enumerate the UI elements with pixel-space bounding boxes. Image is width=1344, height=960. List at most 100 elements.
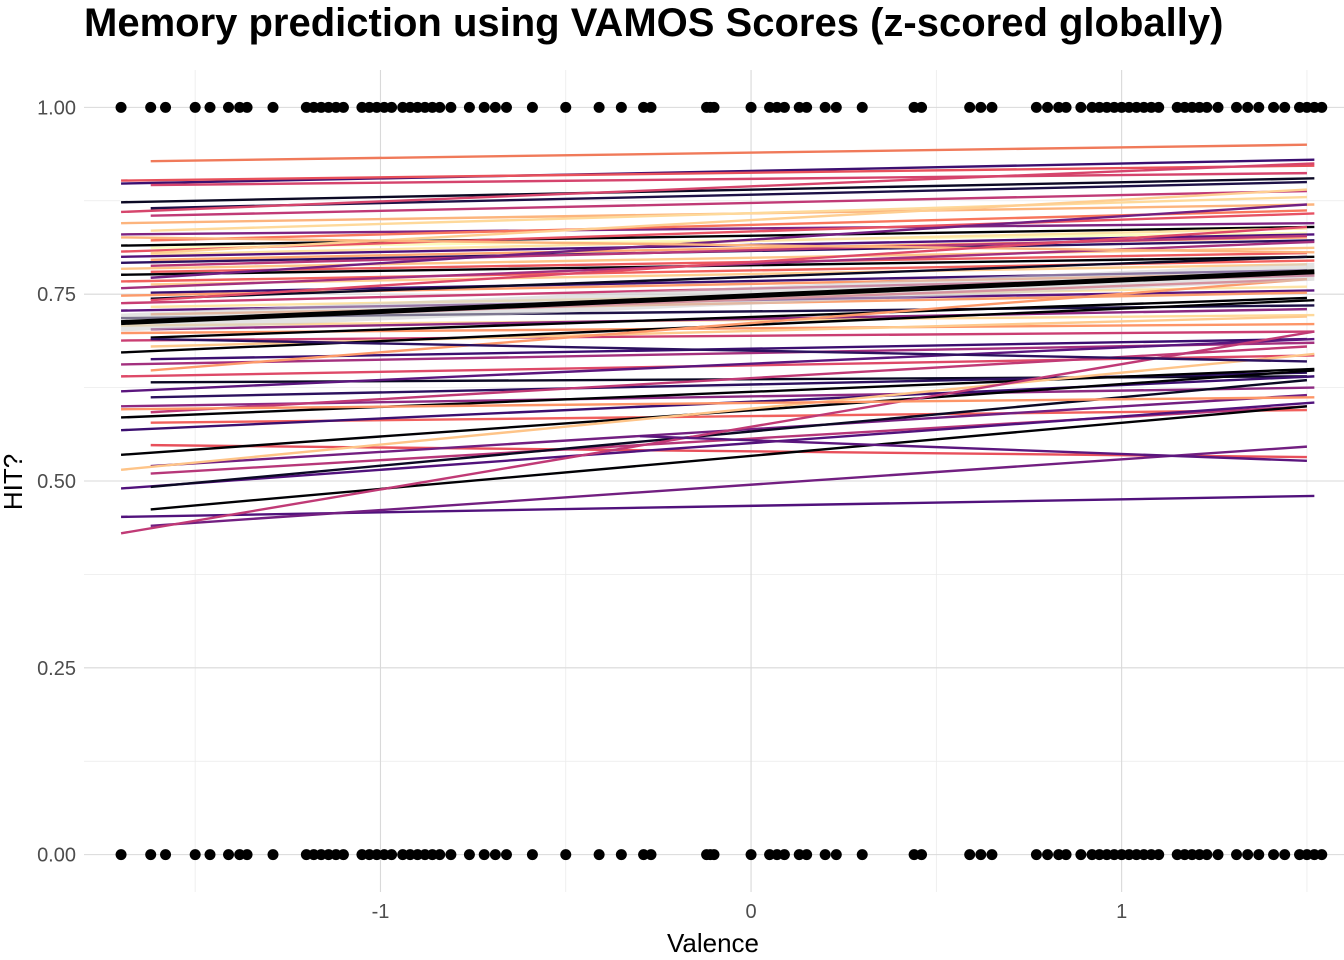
data-point (526, 101, 538, 113)
data-point (1212, 849, 1224, 861)
data-point (1042, 849, 1054, 861)
data-point (1231, 101, 1243, 113)
series-line-3 (121, 164, 1315, 182)
data-point (1030, 101, 1042, 113)
data-point (189, 849, 201, 861)
data-point (1153, 849, 1165, 861)
series-line-2 (121, 158, 1315, 185)
x-tick-label: 0 (745, 901, 756, 923)
data-point (801, 101, 813, 113)
series-line-15 (121, 212, 1315, 253)
x-tick-label: 1 (1116, 901, 1127, 923)
data-point (1153, 101, 1165, 113)
data-point (478, 849, 490, 861)
data-point (916, 849, 928, 861)
series-line-59 (120, 352, 1315, 471)
series-line-30 (150, 255, 1307, 300)
data-point (223, 101, 235, 113)
series-line-42 (150, 315, 1307, 348)
data-point (1042, 101, 1054, 113)
data-point (1253, 101, 1265, 113)
data-point (1231, 849, 1243, 861)
data-point (1060, 849, 1072, 861)
series-line-1 (150, 143, 1307, 163)
series-line-62 (150, 378, 1308, 489)
data-point (1201, 101, 1213, 113)
data-point (615, 101, 627, 113)
chart-title: Memory prediction using VAMOS Scores (z-… (84, 1, 1223, 45)
series-line-49 (121, 337, 1315, 393)
series-line-45 (121, 341, 1315, 366)
data-point (204, 101, 216, 113)
data-point (1075, 101, 1087, 113)
data-point (1201, 849, 1213, 861)
data-point (964, 849, 976, 861)
fit-line (120, 269, 1315, 326)
data-point (856, 849, 868, 861)
y-tick-label: 0.25 (37, 658, 76, 680)
data-point (463, 849, 475, 861)
x-tick-label: -1 (372, 901, 390, 923)
data-point (1268, 101, 1280, 113)
data-point (830, 101, 842, 113)
y-axis-title: HIT? (0, 454, 28, 510)
series-line-67 (639, 434, 1307, 463)
data-point (145, 101, 157, 113)
data-point (801, 849, 813, 861)
series-line-10 (150, 195, 1307, 232)
data-point (1075, 849, 1087, 861)
data-point (500, 849, 512, 861)
y-tick-label: 0.00 (37, 845, 76, 867)
data-point (1242, 101, 1254, 113)
series-line-72 (150, 225, 1308, 302)
data-point (1268, 849, 1280, 861)
series-lines (120, 143, 1315, 535)
data-point (830, 849, 842, 861)
data-point (115, 101, 127, 113)
series-line-69 (121, 396, 1315, 411)
data-point (160, 101, 172, 113)
data-point (434, 101, 446, 113)
data-point (189, 101, 201, 113)
y-tick-label: 0.75 (37, 284, 76, 306)
data-point (160, 849, 172, 861)
data-point (1279, 101, 1291, 113)
series-line-24 (150, 203, 1308, 279)
data-point (593, 849, 605, 861)
data-point (964, 101, 976, 113)
data-point (489, 849, 501, 861)
data-point (975, 849, 987, 861)
data-point (1279, 849, 1291, 861)
series-line-38 (150, 307, 1307, 331)
data-point (434, 849, 446, 861)
data-point (1253, 849, 1265, 861)
data-point (560, 849, 572, 861)
data-point (463, 101, 475, 113)
data-point (478, 101, 490, 113)
data-points (115, 101, 1328, 861)
data-point (778, 101, 790, 113)
data-point (1242, 849, 1254, 861)
data-point (145, 849, 157, 861)
fit-line-group (120, 262, 1315, 332)
y-tick-label: 0.50 (37, 471, 76, 493)
data-point (745, 849, 757, 861)
series-line-7 (121, 162, 1315, 214)
series-line-66 (120, 330, 1315, 535)
data-point (386, 101, 398, 113)
data-point (778, 849, 790, 861)
series-line-5 (121, 177, 1315, 204)
data-point (1060, 101, 1072, 113)
data-point (986, 849, 998, 861)
data-point (819, 101, 831, 113)
series-line-68 (150, 337, 1307, 363)
data-point (337, 101, 349, 113)
data-point (1212, 101, 1224, 113)
data-point (1030, 849, 1042, 861)
data-point (267, 101, 279, 113)
data-point (916, 101, 928, 113)
data-point (708, 101, 720, 113)
data-point (115, 849, 127, 861)
series-line-40 (150, 296, 1307, 339)
series-line-20 (150, 234, 1307, 267)
